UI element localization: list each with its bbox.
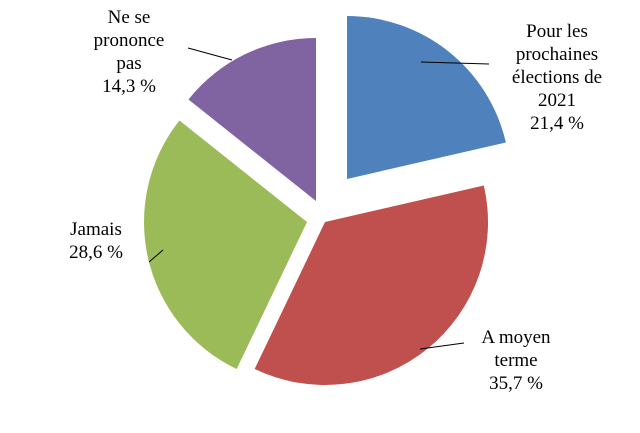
slice-label: Jamais 28,6 % — [46, 218, 146, 264]
slice-label: Ne se prononce pas 14,3 % — [74, 6, 184, 98]
slice-label: Pour les prochaines élections de 2021 21… — [492, 20, 622, 135]
leader-line — [148, 249, 164, 263]
leader-line — [420, 61, 490, 65]
slice-label-name: Jamais — [70, 219, 122, 240]
pie-slice — [254, 185, 489, 386]
pie-slice — [188, 38, 316, 201]
slice-label-name: Ne se prononce pas — [93, 7, 165, 74]
pie-slice — [347, 16, 506, 179]
leader-line — [187, 47, 233, 61]
slice-label-value: 21,4 % — [530, 113, 584, 134]
slice-label-value: 28,6 % — [69, 242, 123, 263]
slice-label-name: Pour les prochaines élections de 2021 — [511, 21, 603, 111]
slice-label-value: 35,7 % — [489, 373, 543, 394]
slice-label-value: 14,3 % — [102, 76, 156, 97]
slice-label-name: A moyen terme — [481, 327, 551, 371]
leader-line — [419, 342, 465, 350]
slice-label: A moyen terme 35,7 % — [466, 326, 566, 395]
pie-slice — [144, 120, 307, 370]
